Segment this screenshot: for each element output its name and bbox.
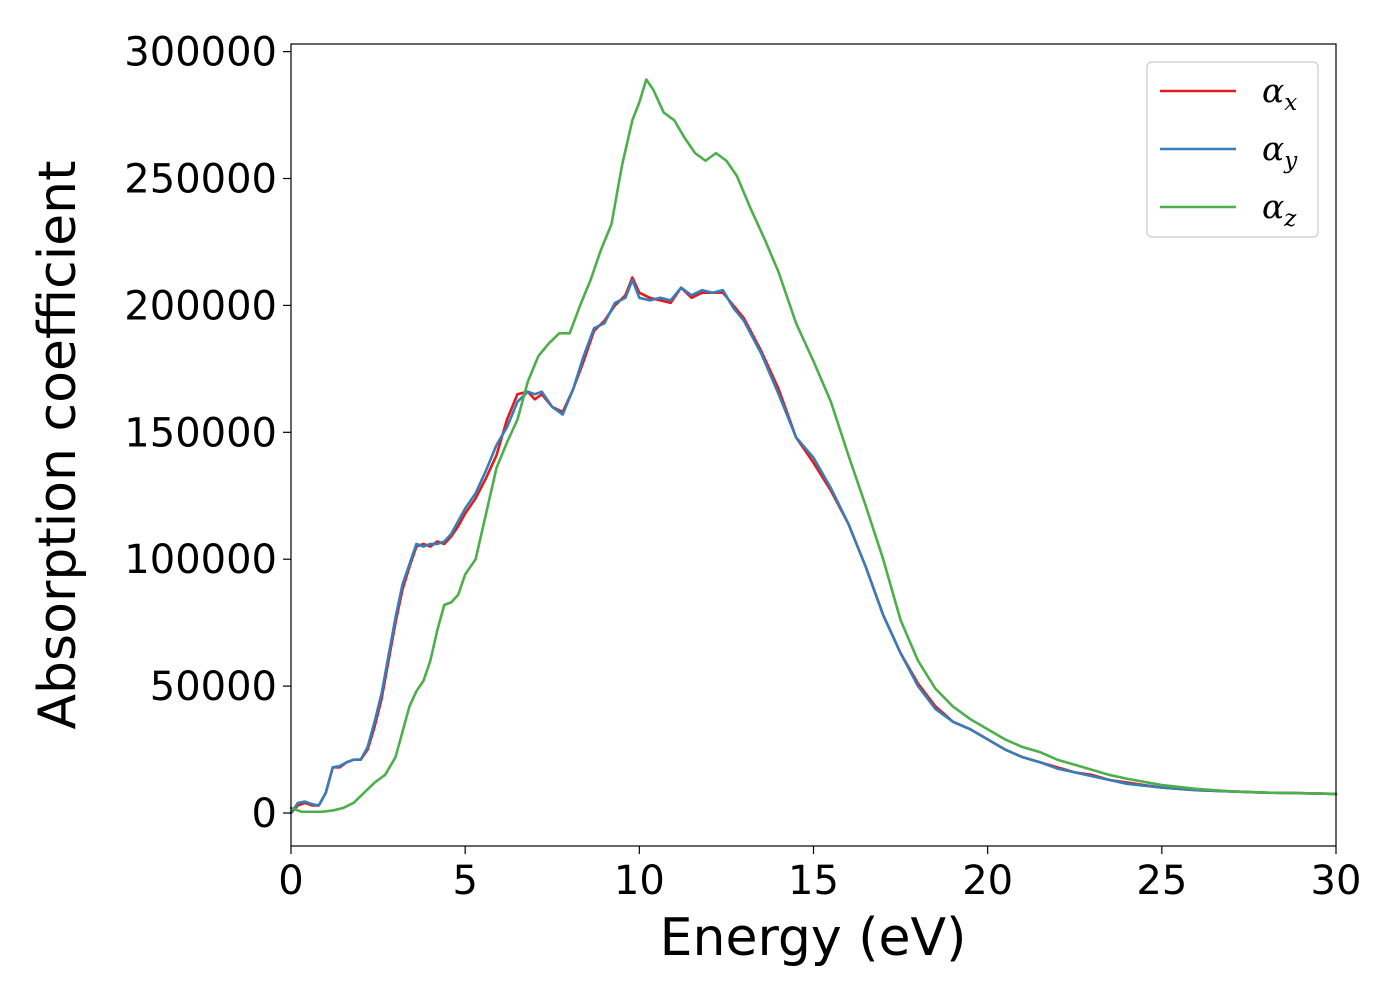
legend-label-symbol: α [1262, 129, 1284, 168]
legend-label-z: αz [1262, 187, 1297, 232]
y-tick-label: 200000 [124, 283, 277, 329]
x-axis-label: Energy (eV) [660, 908, 967, 968]
legend-label-symbol: α [1262, 71, 1284, 110]
legend-label-subscript: x [1284, 90, 1297, 116]
y-axis-ticks: 0 50000 100000 150000 200000 250000 300000 [124, 30, 291, 837]
y-tick-label: 50000 [150, 664, 277, 710]
legend-label-y: αy [1262, 129, 1298, 174]
legend-label-subscript: y [1283, 148, 1298, 174]
x-tick-label: 20 [962, 858, 1013, 904]
x-tick-label: 30 [1311, 858, 1362, 904]
y-tick-label: 300000 [124, 30, 277, 76]
x-axis-ticks: 0 5 10 15 20 25 30 [278, 846, 1361, 904]
x-tick-label: 5 [452, 858, 477, 904]
legend-label-subscript: z [1283, 206, 1297, 232]
series-line-y [289, 278, 1338, 815]
legend-label-symbol: α [1262, 187, 1284, 226]
y-tick-label: 100000 [124, 537, 277, 583]
y-tick-label: 150000 [124, 410, 277, 456]
x-tick-label: 0 [278, 858, 303, 904]
x-tick-label: 15 [788, 858, 839, 904]
series-line-z [289, 78, 1338, 814]
series-layer [289, 78, 1338, 815]
x-tick-label: 25 [1136, 858, 1187, 904]
y-axis-label: Absorption coefficient [28, 160, 88, 729]
y-tick-label: 0 [252, 791, 277, 837]
y-tick-label: 250000 [124, 157, 277, 203]
legend-label-x: αx [1262, 71, 1297, 116]
x-tick-label: 10 [614, 858, 665, 904]
